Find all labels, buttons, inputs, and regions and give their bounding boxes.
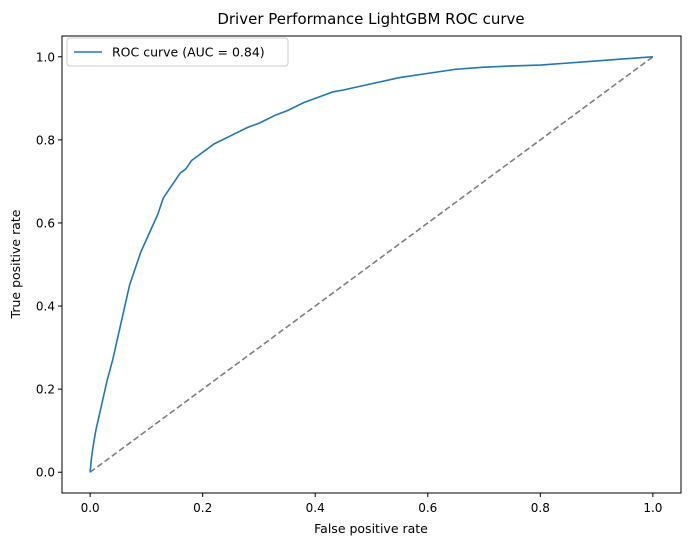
- chart-title: Driver Performance LightGBM ROC curve: [217, 10, 524, 28]
- legend: ROC curve (AUC = 0.84): [66, 37, 289, 67]
- series-line-roc: [89, 55, 653, 473]
- x-tick-label: 0.6: [418, 501, 437, 515]
- legend-box: [66, 37, 289, 67]
- x-tick-label: 0.8: [531, 501, 550, 515]
- x-tick-label: 0.4: [306, 501, 325, 515]
- series-layer: [89, 55, 654, 473]
- series-line-baseline: [89, 56, 654, 473]
- legend-label-roc: ROC curve (AUC = 0.84): [112, 45, 265, 60]
- y-tick-label: 1.0: [36, 50, 55, 64]
- y-tick-label: 0.2: [36, 383, 55, 397]
- y-tick-label: 0.6: [36, 216, 55, 230]
- y-tick-label: 0.4: [36, 300, 55, 314]
- x-tick-label: 0.2: [193, 501, 212, 515]
- y-axis-label: True positive rate: [8, 209, 23, 319]
- y-axis-ticks: 0.0 0.2 0.4 0.6 0.8 1.0: [36, 50, 62, 480]
- x-tick-label: 1.0: [643, 501, 662, 515]
- y-tick-label: 0.0: [36, 466, 55, 480]
- x-tick-label: 0.0: [81, 501, 100, 515]
- x-axis-ticks: 0.0 0.2 0.4 0.6 0.8 1.0: [81, 493, 662, 515]
- plot-frame: [61, 35, 682, 494]
- y-tick-label: 0.8: [36, 133, 55, 147]
- x-axis-label: False positive rate: [314, 521, 428, 536]
